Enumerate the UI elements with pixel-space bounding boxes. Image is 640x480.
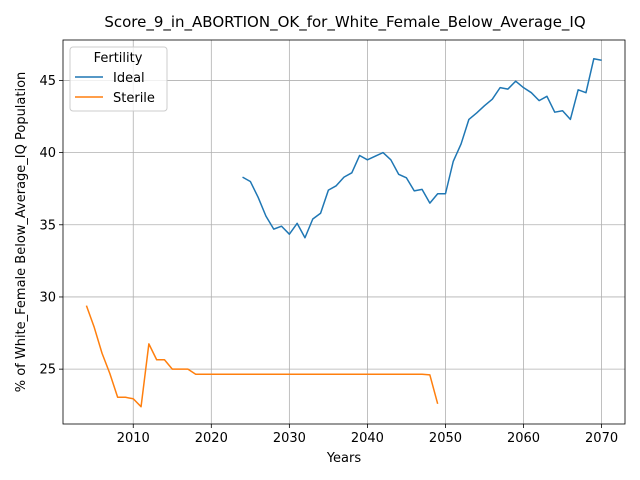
plot-area	[62, 39, 626, 425]
chart-title: Score_9_in_ABORTION_OK_for_White_Female_…	[104, 13, 585, 32]
y-axis-label: % of White_Female Below_Average_IQ Popul…	[14, 72, 29, 393]
legend-label-sterile: Sterile	[113, 91, 155, 106]
series-layer	[85, 58, 602, 408]
x-tick-label: 2060	[507, 431, 540, 446]
y-tick-label: 25	[39, 363, 56, 378]
y-tick-label: 45	[39, 74, 56, 89]
x-tick-label: 2010	[117, 431, 150, 446]
y-tick-label: 40	[39, 146, 56, 161]
x-tick-label: 2070	[585, 431, 618, 446]
x-tick-label: 2040	[351, 431, 384, 446]
x-axis-label: Years	[326, 451, 362, 466]
x-tick-label: 2020	[195, 431, 228, 446]
legend-title: Fertility	[94, 51, 143, 66]
series-line-sterile	[85, 305, 439, 408]
x-axis: 2010 2020 2030 2040 2050 2060 2070	[117, 424, 618, 446]
y-tick-label: 35	[39, 218, 56, 233]
legend-box	[69, 46, 168, 112]
y-tick-label: 30	[39, 290, 56, 305]
legend: Fertility Ideal Sterile	[69, 46, 168, 112]
x-tick-label: 2050	[429, 431, 462, 446]
x-tick-label: 2030	[273, 431, 306, 446]
y-axis: 25 30 35 40 45	[39, 74, 63, 378]
series-line-ideal	[242, 58, 602, 239]
legend-label-ideal: Ideal	[113, 71, 145, 86]
